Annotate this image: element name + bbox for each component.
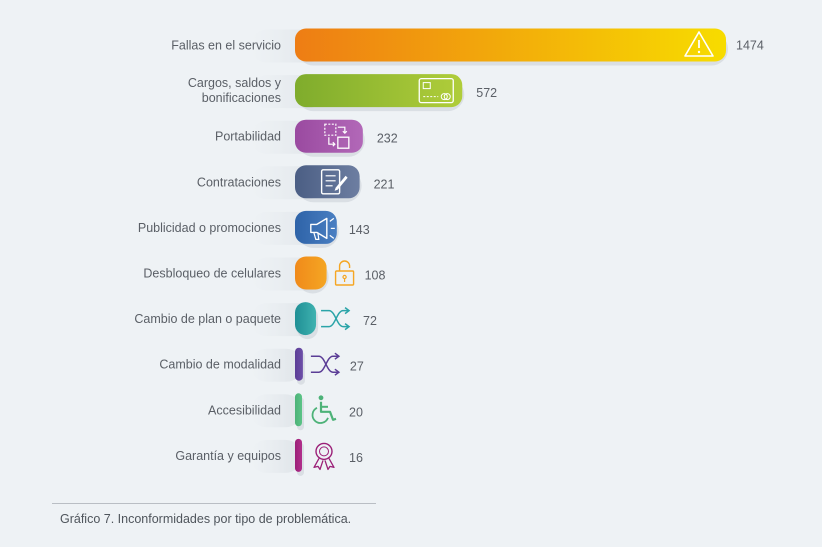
category-label: Cambio de modalidad xyxy=(159,358,281,372)
value-label: 108 xyxy=(365,269,386,283)
bar xyxy=(295,119,363,153)
value-label: 232 xyxy=(377,132,398,146)
bar-shadow xyxy=(250,394,302,428)
value-label: 143 xyxy=(349,223,370,237)
warning-icon xyxy=(684,31,714,57)
bar xyxy=(295,302,317,336)
bar xyxy=(295,165,360,199)
shuffle-icon xyxy=(310,352,341,376)
shuffle-icon xyxy=(321,307,351,331)
category-label: Accesibilidad xyxy=(208,403,281,417)
category-label: Desbloqueo de celulares xyxy=(143,267,281,281)
bar xyxy=(295,256,327,290)
bar xyxy=(295,393,302,427)
value-label: 20 xyxy=(349,405,363,419)
category-label: Fallas en el servicio xyxy=(171,39,281,53)
chart: Fallas en el servicio 1474 Cargos, saldos … xyxy=(134,28,764,476)
bar-shadow xyxy=(250,348,303,382)
contract-icon xyxy=(320,169,348,195)
wheelchair-icon xyxy=(311,395,337,424)
category-label: Cargos, saldos y bonificaciones xyxy=(188,76,282,105)
portability-icon xyxy=(324,123,350,149)
value-label: 16 xyxy=(349,451,363,465)
caption-rule xyxy=(52,503,376,504)
category-label: Cambio de plan o paquete xyxy=(134,312,281,326)
credit-card-icon xyxy=(418,77,454,104)
bar xyxy=(295,28,726,62)
category-label: Contrataciones xyxy=(197,175,281,189)
value-label: 572 xyxy=(476,86,497,100)
bar xyxy=(295,74,463,108)
value-label: 72 xyxy=(363,314,377,328)
category-label: Publicidad o promociones xyxy=(138,221,281,235)
chart-caption: Gráfico 7. Inconformidades por tipo de p… xyxy=(60,512,352,526)
unlock-icon xyxy=(334,260,355,286)
bar xyxy=(295,347,303,381)
award-ribbon-icon xyxy=(313,442,335,471)
value-label: 221 xyxy=(374,177,395,191)
value-label: 1474 xyxy=(736,39,764,53)
value-label: 27 xyxy=(350,360,364,374)
category-label: Garantía y equipos xyxy=(175,449,281,463)
bar-shadow xyxy=(250,439,302,473)
bar xyxy=(295,438,302,472)
megaphone-icon xyxy=(310,217,335,240)
category-label: Portabilidad xyxy=(215,130,281,144)
